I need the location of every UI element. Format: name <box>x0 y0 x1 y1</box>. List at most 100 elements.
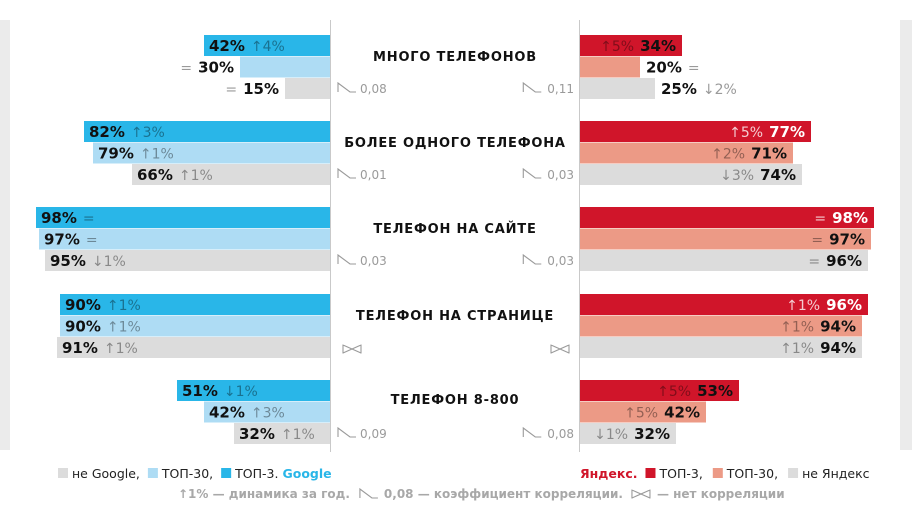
google-value-label: 51% <box>182 382 218 400</box>
yandex-value-label: 96% <box>826 296 862 314</box>
yandex-bar-top3 <box>580 380 739 401</box>
legend-swatch <box>645 468 656 478</box>
yandex-bar-other <box>580 78 655 99</box>
google-dynamic-label: = <box>180 61 192 77</box>
category-title: ТЕЛЕФОН НА СТРАНИЦЕ <box>356 309 554 324</box>
correlation-wedge-path <box>522 426 542 438</box>
correlation-icon <box>337 167 356 179</box>
no-correlation-cross-path <box>342 344 362 354</box>
legend-swatch <box>788 468 799 478</box>
google-correlation-value: 0,08 <box>360 82 387 96</box>
google-value-label: 90% <box>65 318 101 336</box>
google-correlation-value: 0,03 <box>360 254 387 268</box>
yandex-bar-top30 <box>580 401 706 423</box>
google-value-label: 66% <box>137 166 173 184</box>
yandex-bar-other <box>580 250 868 271</box>
yandex-value-label: 71% <box>751 145 787 163</box>
note-no-correlation-icon <box>631 489 651 499</box>
no-correlation-icon <box>550 344 570 354</box>
yandex-value-label: 20% <box>646 59 682 77</box>
yandex-value-label: 94% <box>820 318 856 336</box>
correlation-icon <box>522 253 542 265</box>
yandex-correlation-value: 0,03 <box>547 168 574 182</box>
google-bar-other <box>57 337 330 358</box>
google-value-label: 15% <box>243 80 279 98</box>
yandex-bar-top3 <box>580 35 682 56</box>
google-value-label: 30% <box>198 59 234 77</box>
google-bar-top3 <box>36 207 330 228</box>
yandex-bar-other <box>580 337 862 358</box>
google-dynamic-label: = <box>83 211 95 227</box>
yandex-value-label: 74% <box>760 166 796 184</box>
google-bar-other <box>285 78 330 99</box>
yandex-dynamic-label: ↑5% <box>624 406 658 422</box>
google-dynamic-label: ↑3% <box>131 125 165 141</box>
google-value-label: 97% <box>44 231 80 249</box>
legend-swatch <box>58 468 68 478</box>
google-bar-top3 <box>60 294 330 315</box>
google-dynamic-label: ↑1% <box>281 427 315 443</box>
correlation-wedge-path <box>337 426 356 438</box>
google-correlation-value: 0,01 <box>360 168 387 182</box>
yandex-correlation-value: 0,11 <box>547 82 574 96</box>
yandex-value-label: 77% <box>769 123 805 141</box>
yandex-value-label: 97% <box>829 231 865 249</box>
yandex-bar-top30 <box>580 315 862 337</box>
google-bar-top3 <box>204 35 330 56</box>
google-bar-top30 <box>60 315 330 337</box>
yandex-value-label: 25% <box>661 80 697 98</box>
note-correlation-icon <box>359 487 378 499</box>
google-bar-other <box>132 164 330 185</box>
legend: не Google, ТОП-30, ТОП-3. Google Яндекс. ТОП-… <box>58 466 870 501</box>
google-dynamic-label: ↓1% <box>92 254 126 270</box>
google-bar-top30 <box>204 401 330 423</box>
yandex-dynamic-label: = <box>814 211 826 227</box>
legend-label: ТОП-3. <box>234 466 278 481</box>
yandex-value-label: 34% <box>640 37 676 55</box>
yandex-correlation-value: 0,03 <box>547 254 574 268</box>
correlation-wedge-path <box>337 253 356 265</box>
yandex-value-label: 42% <box>664 404 700 422</box>
correlation-wedge-path <box>522 167 542 179</box>
google-dynamic-label: ↑3% <box>251 406 285 422</box>
google-dynamic-label: = <box>225 82 237 98</box>
google-value-label: 95% <box>50 252 86 270</box>
legend-swatch <box>712 468 723 478</box>
correlation-wedge-path <box>359 487 378 499</box>
yandex-dynamic-label: ↑1% <box>780 320 814 336</box>
correlation-icon <box>337 81 356 93</box>
yandex-bar-top3 <box>580 207 874 228</box>
google-value-label: 42% <box>209 37 245 55</box>
google-value-label: 82% <box>89 123 125 141</box>
yandex-dynamic-label: ↑2% <box>711 147 745 163</box>
note-no-correlation: — нет корреляции <box>657 487 785 501</box>
correlation-wedge-path <box>337 81 356 93</box>
bars-layer <box>0 20 912 452</box>
google-dynamic-label: ↑1% <box>140 147 174 163</box>
google-bar-top3 <box>177 380 330 401</box>
legend-label: ТОП-3, <box>658 466 702 481</box>
google-bar-top30 <box>39 228 330 250</box>
legend-label: ТОП-30, <box>726 466 778 481</box>
google-bar-top30 <box>93 142 330 164</box>
google-correlation-value: 0,09 <box>360 427 387 441</box>
yandex-bar-other <box>580 164 802 185</box>
correlation-icon <box>522 426 542 438</box>
google-value-label: 91% <box>62 339 98 357</box>
category-title: БОЛЕЕ ОДНОГО ТЕЛЕФОНА <box>344 136 566 151</box>
yandex-bar-top30 <box>580 142 793 164</box>
google-value-label: 98% <box>41 209 77 227</box>
no-correlation-cross-path <box>631 489 651 499</box>
google-dynamic-label: ↑4% <box>251 39 285 55</box>
google-dynamic-label: = <box>86 233 98 249</box>
yandex-value-label: 53% <box>697 382 733 400</box>
yandex-bar-top30 <box>580 56 640 78</box>
yandex-dynamic-label: = <box>688 61 700 77</box>
legend-label: не Яндекс <box>802 466 870 481</box>
yandex-bar-top3 <box>580 294 868 315</box>
correlation-wedge-path <box>522 81 542 93</box>
google-dynamic-label: ↑1% <box>104 341 138 357</box>
legend-swatch <box>221 468 232 478</box>
yandex-bar-other <box>580 423 676 444</box>
yandex-dynamic-label: = <box>811 233 823 249</box>
